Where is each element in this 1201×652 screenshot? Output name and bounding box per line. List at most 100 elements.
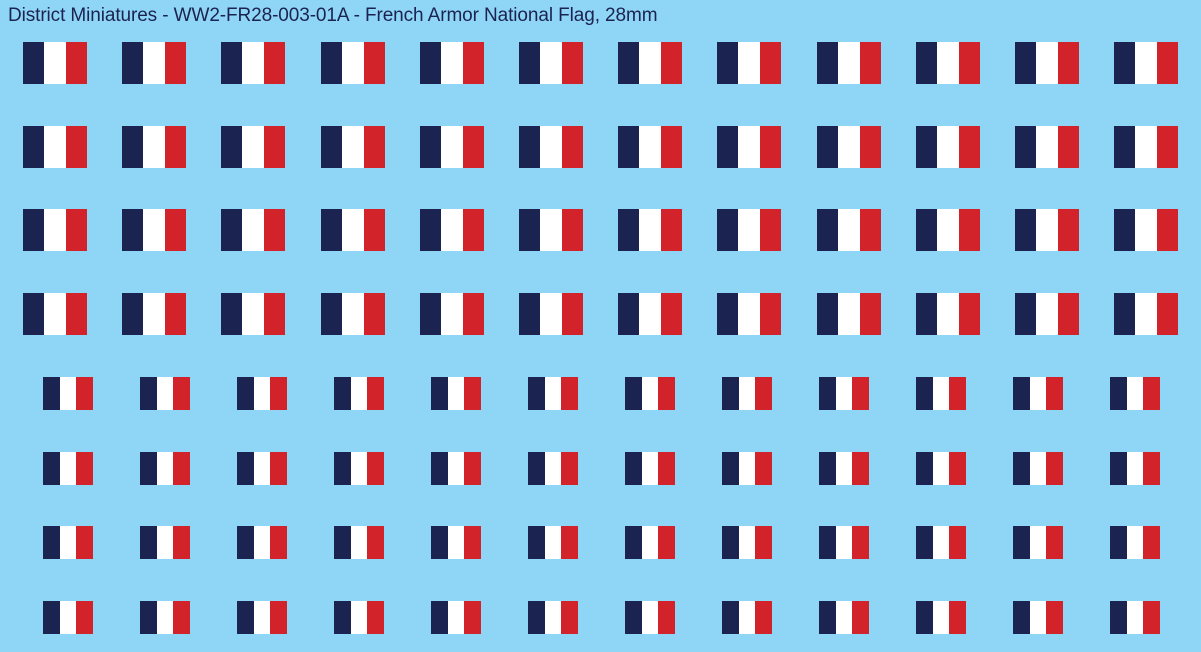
flag-decal-large: [23, 293, 87, 335]
flag-band-red: [1057, 209, 1079, 251]
flag-band-white: [44, 42, 66, 84]
flag-band-white: [59, 526, 77, 559]
flag-band-red: [561, 377, 579, 410]
flag-band-white: [1135, 209, 1157, 251]
flag-band-red: [1156, 42, 1178, 84]
flag-decal-small: [431, 526, 482, 559]
flag-band-blue: [23, 209, 45, 251]
flag-band-red: [958, 42, 980, 84]
flag-band-red: [1156, 209, 1178, 251]
flag-decal-large: [122, 126, 186, 168]
flag-band-red: [660, 126, 682, 168]
flag-band-blue: [817, 126, 839, 168]
flag-band-red: [367, 452, 385, 485]
flag-decal-small: [334, 377, 385, 410]
flag-band-red: [852, 452, 870, 485]
flag-band-red: [658, 377, 676, 410]
flag-band-blue: [817, 293, 839, 335]
flag-band-blue: [43, 377, 60, 410]
flag-band-white: [1126, 452, 1144, 485]
flag-band-red: [367, 601, 385, 634]
flag-band-red: [65, 42, 87, 84]
flag-band-white: [59, 601, 77, 634]
flag-band-blue: [431, 526, 448, 559]
flag-decal-large: [817, 293, 881, 335]
flag-band-blue: [519, 293, 541, 335]
flag-band-white: [738, 209, 760, 251]
flag-band-red: [859, 42, 881, 84]
flag-band-white: [639, 209, 661, 251]
flag-band-white: [441, 42, 463, 84]
flag-band-white: [540, 209, 562, 251]
flag-band-white: [639, 293, 661, 335]
flag-band-blue: [237, 601, 254, 634]
flag-band-red: [1057, 126, 1079, 168]
flag-band-blue: [819, 526, 836, 559]
flag-decal-small: [819, 601, 870, 634]
flag-decal-large: [717, 293, 781, 335]
flag-band-white: [937, 42, 959, 84]
flag-band-blue: [1015, 126, 1037, 168]
flag-band-white: [838, 209, 860, 251]
flag-decal-small: [334, 452, 385, 485]
flag-band-blue: [420, 209, 442, 251]
flag-band-red: [759, 42, 781, 84]
flag-band-white: [639, 126, 661, 168]
flag-band-blue: [519, 42, 541, 84]
flag-band-blue: [431, 452, 448, 485]
flag-decal-large: [519, 42, 583, 84]
flag-band-white: [342, 209, 364, 251]
flag-band-white: [835, 377, 853, 410]
flag-band-blue: [1114, 42, 1136, 84]
flag-band-red: [173, 526, 191, 559]
flag-band-red: [270, 601, 288, 634]
flag-band-white: [441, 126, 463, 168]
flag-band-red: [852, 601, 870, 634]
flag-band-blue: [221, 126, 243, 168]
flag-band-white: [738, 377, 756, 410]
flag-band-white: [447, 377, 465, 410]
flag-band-red: [1143, 377, 1161, 410]
flag-band-white: [641, 452, 659, 485]
flag-band-red: [949, 377, 967, 410]
flag-band-red: [1057, 42, 1079, 84]
flag-band-white: [1029, 601, 1047, 634]
flag-band-blue: [237, 452, 254, 485]
flag-decal-small: [916, 601, 967, 634]
flag-band-red: [759, 126, 781, 168]
flag-band-red: [263, 42, 285, 84]
flag-decal-small: [431, 601, 482, 634]
flag-band-red: [958, 293, 980, 335]
flag-decal-large: [618, 293, 682, 335]
flag-band-white: [1036, 126, 1058, 168]
flag-decal-large: [420, 126, 484, 168]
flag-band-white: [156, 526, 174, 559]
flag-band-blue: [420, 126, 442, 168]
flag-band-red: [464, 601, 482, 634]
flag-band-red: [755, 526, 773, 559]
flag-band-red: [65, 126, 87, 168]
flag-band-red: [561, 42, 583, 84]
flag-band-blue: [528, 452, 545, 485]
flag-band-red: [1046, 377, 1064, 410]
flag-decal-small: [819, 377, 870, 410]
flag-band-blue: [1114, 126, 1136, 168]
flag-decal-small: [1110, 601, 1161, 634]
flag-band-red: [1046, 526, 1064, 559]
flag-band-blue: [519, 126, 541, 168]
flag-band-red: [852, 526, 870, 559]
flag-decal-small: [237, 377, 288, 410]
flag-band-blue: [122, 293, 144, 335]
flag-band-white: [1126, 526, 1144, 559]
flag-band-red: [270, 526, 288, 559]
flag-band-blue: [722, 601, 739, 634]
flag-decal-large: [519, 293, 583, 335]
flag-band-white: [838, 293, 860, 335]
flag-band-blue: [140, 601, 157, 634]
flag-band-white: [350, 452, 368, 485]
flag-decal-large: [321, 293, 385, 335]
flag-decal-large: [122, 293, 186, 335]
flag-decal-large: [221, 126, 285, 168]
flag-band-red: [270, 377, 288, 410]
flag-band-white: [156, 377, 174, 410]
